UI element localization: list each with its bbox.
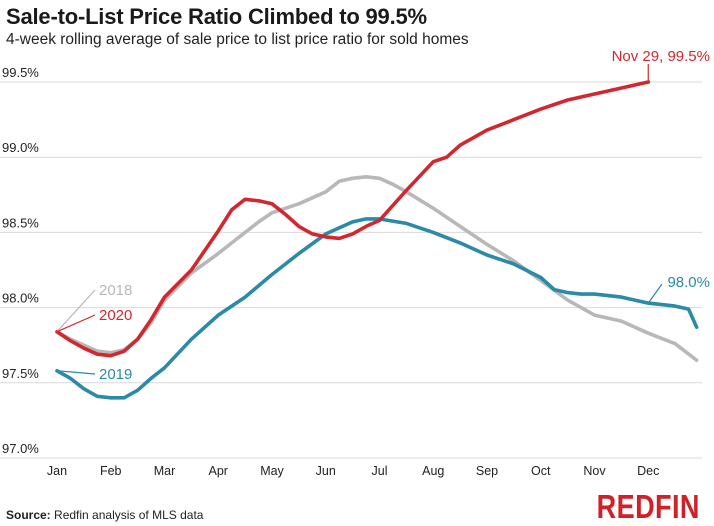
x-tick-label: Nov — [583, 464, 606, 478]
y-tick-label: 98.5% — [2, 215, 39, 230]
x-tick-label: Jun — [316, 464, 336, 478]
label-2020-end: Nov 29, 99.5% — [612, 48, 710, 65]
label-2019-end: 98.0% — [667, 274, 710, 291]
y-tick-label: 97.5% — [2, 366, 39, 381]
x-tick-label: Sep — [476, 464, 498, 478]
label-leader-2018 — [56, 289, 96, 333]
y-tick-label: 99.0% — [2, 140, 39, 155]
series-line-2020 — [55, 80, 651, 358]
chart-title: Sale-to-List Price Ratio Climbed to 99.5… — [6, 4, 427, 29]
source-text: Redfin analysis of MLS data — [54, 508, 204, 522]
x-tick-label: Jan — [47, 464, 67, 478]
y-axis-ticks: 97.0% 97.5% 98.0% 98.5% 99.0% 99.5% — [2, 65, 39, 456]
series-line-2019 — [55, 217, 699, 400]
label-leader-2019 — [56, 370, 96, 375]
x-tick-label: Jul — [372, 464, 388, 478]
y-tick-label: 97.0% — [2, 441, 39, 456]
redfin-logo: REDFIN — [596, 488, 700, 525]
x-tick-label: Feb — [100, 464, 122, 478]
series-line-2018 — [55, 175, 699, 363]
annotations: 2018 2020 2019 Nov 29, 99.5% 98.0% — [56, 48, 710, 383]
source-note: Source: Redfin analysis of MLS data — [6, 508, 203, 522]
label-2018: 2018 — [99, 282, 132, 299]
label-leader-2020 — [56, 314, 96, 333]
source-label: Source: — [6, 508, 51, 522]
x-tick-label: May — [260, 464, 284, 478]
label-2020: 2020 — [99, 307, 132, 324]
y-tick-label: 99.5% — [2, 65, 39, 80]
series-lines — [55, 80, 699, 400]
y-tick-label: 98.0% — [2, 291, 39, 306]
x-tick-label: Mar — [154, 464, 176, 478]
x-tick-label: Aug — [422, 464, 444, 478]
chart-subtitle: 4-week rolling average of sale price to … — [6, 31, 469, 48]
x-tick-label: Apr — [209, 464, 228, 478]
label-2019: 2019 — [99, 366, 132, 383]
x-axis-ticks: Jan Feb Mar Apr May Jun Jul Aug Sep Oct Nov Dec — [47, 464, 659, 478]
grid-lines — [0, 81, 702, 459]
label-leader-2019-end — [647, 283, 663, 304]
x-tick-label: Oct — [531, 464, 551, 478]
x-tick-label: Dec — [637, 464, 659, 478]
